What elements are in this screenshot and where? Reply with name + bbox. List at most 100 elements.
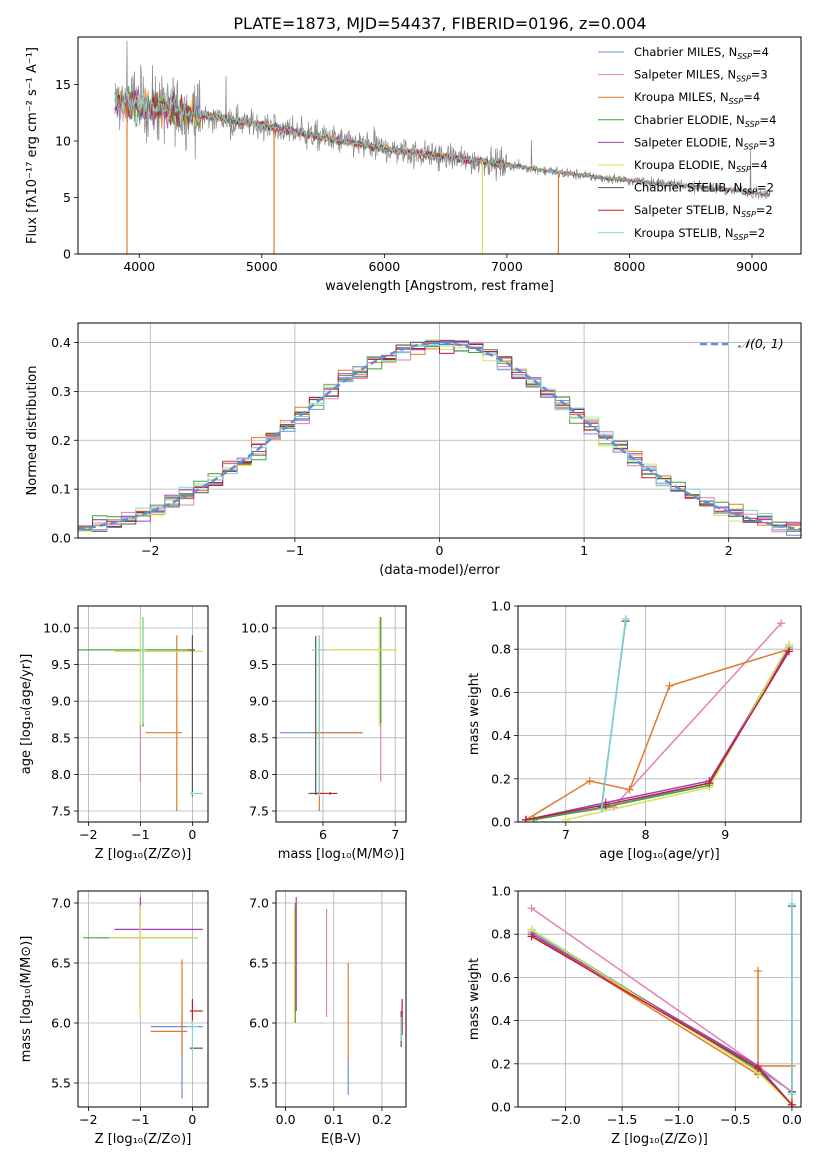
x-axis-label: mass [log₁₀(M/M⊙)] <box>278 847 405 862</box>
y-tick-label: 0 <box>63 247 71 262</box>
weight-line-kroupa_elodie <box>565 644 790 821</box>
spectrum-plot-area <box>114 40 771 254</box>
y-tick-label: 9.5 <box>51 657 71 672</box>
legend: Chabrier MILES, NSSP=4 Salpeter MILES, NS… <box>598 45 776 242</box>
x-axis-label: wavelength [Angstrom, rest frame] <box>325 279 554 294</box>
x-tick-label: 0 <box>188 827 196 842</box>
weight-line-salpeter_miles <box>525 622 782 821</box>
weight_vs_age-axes: 7 8 9 0.0 0.2 0.4 0.6 0.8 1.0 age [log₁₀(age/yr)]… <box>467 599 801 862</box>
legend-entry: Salpeter MILES, NSSP=3 <box>634 68 768 84</box>
mass_vs_Z-plot-area <box>83 897 203 1099</box>
y-tick-label: 0.6 <box>491 970 511 985</box>
figure-title: PLATE=1873, MJD=54437, FIBERID=0196, z=0… <box>233 14 646 33</box>
x-tick-label: 1 <box>580 543 588 558</box>
x-tick-label: −1.0 <box>664 1112 694 1127</box>
y-tick-label: 0.4 <box>491 728 511 743</box>
mass_vs_ebv-frame <box>275 890 407 1108</box>
normal-legend-label: 𝒩(0, 1) <box>738 336 784 351</box>
x-tick-label: −1.5 <box>607 1112 637 1127</box>
weight-marker <box>561 815 570 822</box>
y-tick-label: 0.6 <box>491 685 511 700</box>
y-tick-label: 0.2 <box>491 1056 511 1071</box>
y-tick-label: 7.5 <box>51 804 71 819</box>
legend-entry: Chabrier STELIB, NSSP=2 <box>634 181 774 197</box>
x-axis-label: E(B-V) <box>321 1132 361 1147</box>
mass_vs_ebv-plot-area <box>293 897 403 1095</box>
x-tick-label: −0.5 <box>720 1112 750 1127</box>
y-tick-label: 10 <box>55 133 71 148</box>
y-tick-label: 0.8 <box>491 927 511 942</box>
weight-marker <box>621 614 630 623</box>
y-tick-label: 0.0 <box>491 815 511 830</box>
y-tick-label: 0.1 <box>51 482 71 497</box>
y-tick-label: 0.4 <box>491 1013 511 1028</box>
x-axis-label: Z [log₁₀(Z/Z⊙)] <box>95 1132 192 1147</box>
x-tick-label: 2 <box>725 543 733 558</box>
weight_vs_Z-axes: −2.0 −1.5 −1.0 −0.5 0.0 0.0 0.2 0.4 0.6 0.8 1.0 Z [… <box>467 884 802 1148</box>
x-axis-label: age [log₁₀(age/yr)] <box>599 847 720 862</box>
residuals-frame <box>77 322 802 539</box>
x-tick-label: 5000 <box>246 259 278 274</box>
weight_vs_age-plot-area <box>521 614 794 822</box>
y-tick-label: 10.0 <box>241 620 269 635</box>
residuals-axes: −2 −1 0 1 2 0.0 0.1 0.2 0.3 0.4 (data-model)/error… <box>25 323 801 578</box>
x-tick-label: −1 <box>131 827 149 842</box>
y-tick-label: 6.0 <box>51 1016 71 1031</box>
x-tick-label: 7 <box>562 827 570 842</box>
y-tick-label: 15 <box>55 77 71 92</box>
age_vs_mass-frame <box>275 605 407 823</box>
y-tick-label: 0.3 <box>51 384 71 399</box>
x-tick-label: 0 <box>436 543 444 558</box>
x-tick-label: 9 <box>721 827 729 842</box>
legend-entry: Kroupa MILES, NSSP=4 <box>634 90 760 106</box>
x-tick-label: 4000 <box>123 259 155 274</box>
y-tick-label: 1.0 <box>491 599 511 614</box>
normal-curve <box>78 341 801 531</box>
x-tick-label: −2 <box>141 543 159 558</box>
y-tick-label: 5.5 <box>249 1076 269 1091</box>
weight-marker <box>527 932 536 941</box>
y-tick-label: 1.0 <box>491 884 511 899</box>
y-tick-label: 9.5 <box>249 657 269 672</box>
weight_vs_Z-frame <box>517 890 802 1108</box>
weight-marker <box>597 805 606 814</box>
y-tick-label: 0.0 <box>51 531 71 546</box>
weight-marker <box>787 1100 796 1107</box>
weight_vs_age-frame <box>517 605 802 823</box>
x-tick-label: −2 <box>79 827 97 842</box>
weight-marker <box>585 776 594 785</box>
y-tick-label: 9.0 <box>249 694 269 709</box>
x-tick-label: 8 <box>642 827 650 842</box>
spectrum-axes: 4000 5000 6000 7000 8000 9000 0 5 10 15 wavelength… <box>25 47 768 294</box>
y-tick-label: 9.0 <box>51 694 71 709</box>
weight-marker <box>625 785 634 794</box>
x-axis-label: Z [log₁₀(Z/Z⊙)] <box>611 1132 708 1147</box>
weight-marker <box>787 899 796 908</box>
model-spectrum-kroupa_stelib <box>114 88 770 197</box>
legend-entry: Salpeter STELIB, NSSP=2 <box>634 203 773 219</box>
y-tick-label: 6.0 <box>249 1016 269 1031</box>
y-tick-label: 8.0 <box>249 767 269 782</box>
x-tick-label: 8000 <box>614 259 646 274</box>
y-tick-label: 0.2 <box>51 433 71 448</box>
x-tick-label: 0.2 <box>372 1112 392 1127</box>
y-tick-label: 8.5 <box>249 730 269 745</box>
y-tick-label: 0.4 <box>51 335 71 350</box>
x-tick-label: −2 <box>79 1112 97 1127</box>
y-axis-label: Flux [fλ10⁻¹⁷ erg cm⁻² s⁻¹ A⁻¹] <box>25 47 40 244</box>
x-tick-label: 6 <box>319 827 327 842</box>
histogram-kroupa_stelib <box>78 343 801 534</box>
x-tick-label: 0.0 <box>276 1112 296 1127</box>
y-tick-label: 6.5 <box>249 956 269 971</box>
weight-marker <box>705 779 714 788</box>
mass_vs_ebv-axes: 0.0 0.1 0.2 5.5 6.0 6.5 7.0 E(B-V) <box>249 891 406 1147</box>
x-tick-label: −1 <box>286 543 304 558</box>
histogram-salpeter_stelib <box>78 343 801 534</box>
y-axis-label: mass weight <box>467 673 482 755</box>
weight_vs_Z-plot-area <box>527 899 796 1107</box>
y-axis-label: age [log₁₀(age/yr)] <box>19 654 34 775</box>
legend-entry: Salpeter ELODIE, NSSP=3 <box>634 135 775 151</box>
age_vs_Z-plot-area <box>78 616 203 812</box>
age_vs_Z-axes: −2 −1 0 7.5 8.0 8.5 9.0 9.5 10.0 Z [log₁₀(Z/Z⊙)] a… <box>19 606 208 862</box>
